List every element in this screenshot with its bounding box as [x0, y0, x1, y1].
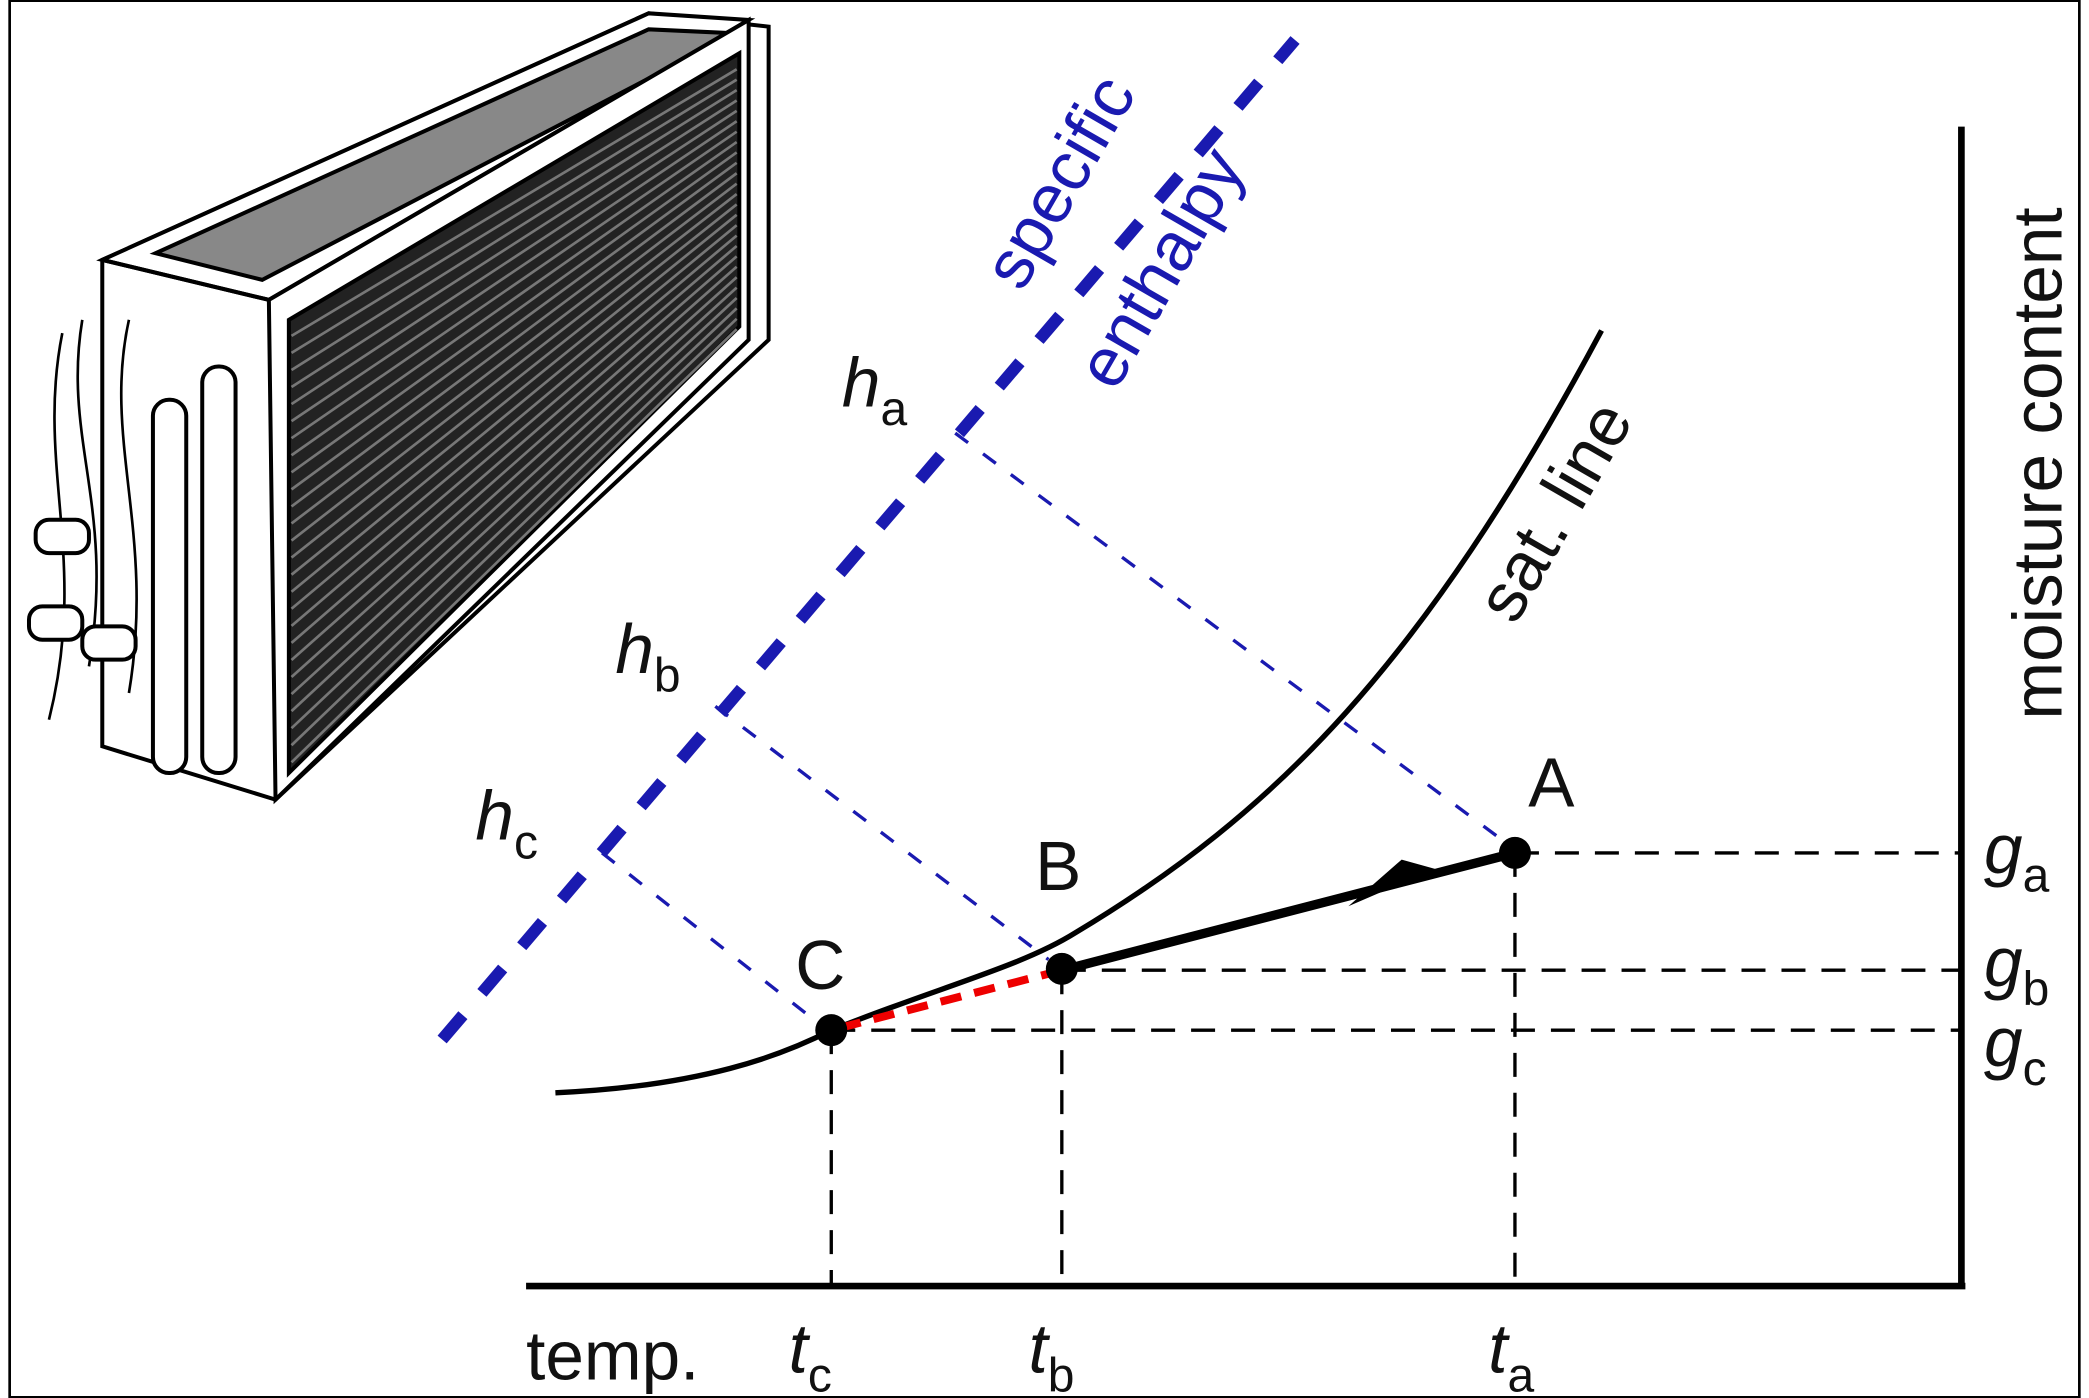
subscript: a	[880, 383, 907, 436]
tick-label: gb	[1984, 923, 2049, 1016]
fin	[290, 276, 738, 679]
arrow-head	[1348, 859, 1435, 907]
symbol: g	[1984, 923, 2023, 1001]
symbol: t	[1029, 1310, 1051, 1388]
saturation-curve	[555, 329, 1604, 1096]
tick-label: tc	[789, 1310, 832, 1398]
fin	[290, 161, 738, 491]
subscript: c	[2023, 1043, 2047, 1096]
symbol: h	[842, 343, 881, 421]
fins	[290, 68, 738, 764]
symbol: h	[475, 777, 514, 855]
fin	[290, 286, 738, 696]
symbol: t	[1488, 1310, 1510, 1388]
subscript: c	[808, 1349, 832, 1398]
fin	[290, 130, 738, 440]
fin	[290, 99, 738, 389]
process-b-c	[830, 966, 1063, 1035]
subscript: c	[514, 816, 538, 869]
fin	[290, 245, 738, 627]
symbol: g	[1984, 810, 2023, 888]
tick-label: gc	[1984, 1003, 2047, 1096]
subscript: b	[1048, 1349, 1075, 1398]
point-label: C	[795, 926, 845, 1004]
y-axis-label: moisture content	[1998, 207, 2076, 719]
tick-label: ta	[1488, 1310, 1534, 1398]
subscript: b	[2023, 963, 2050, 1016]
tick-label: ga	[1984, 810, 2050, 903]
tick-label: hb	[615, 610, 680, 703]
tick-label: tb	[1029, 1310, 1075, 1398]
tick-label: hc	[475, 777, 538, 870]
fin	[290, 109, 738, 406]
fin	[290, 234, 738, 610]
fin	[290, 203, 738, 559]
subscript: a	[1508, 1349, 1535, 1398]
fin	[290, 182, 738, 525]
state-points	[815, 836, 1531, 1047]
fin	[290, 192, 738, 542]
symbol: t	[789, 1310, 811, 1388]
fin	[290, 297, 738, 713]
subscript: b	[654, 650, 681, 703]
fin	[290, 317, 738, 747]
point-label: A	[1528, 743, 1575, 821]
symbol: h	[615, 610, 654, 688]
subscript: a	[2023, 850, 2050, 903]
fin	[290, 265, 738, 661]
fin	[290, 172, 738, 508]
x-axis-label: temp.	[526, 1316, 699, 1394]
process-a-b	[1060, 848, 1517, 975]
tick-label: ha	[842, 343, 908, 436]
fin	[290, 213, 738, 576]
point-label: B	[1035, 827, 1081, 905]
fin	[290, 68, 738, 337]
fin	[290, 120, 738, 423]
fin	[290, 255, 738, 644]
reference-lines	[829, 851, 1962, 1287]
symbol: g	[1984, 1003, 2023, 1081]
fin	[290, 151, 738, 474]
fin	[290, 328, 738, 764]
fin	[290, 224, 738, 593]
fin	[290, 140, 738, 457]
fin	[290, 78, 738, 355]
enthalpy-projections	[601, 431, 1503, 1017]
fin	[290, 88, 738, 372]
fin	[290, 307, 738, 730]
